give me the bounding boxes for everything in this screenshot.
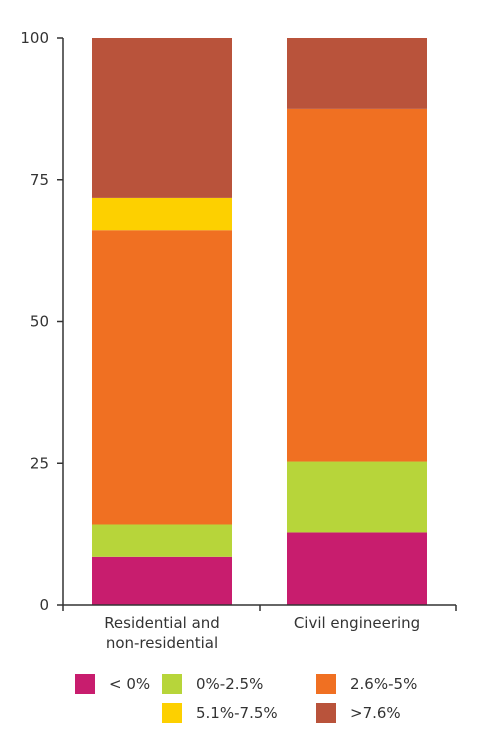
bar-segment-0-3 xyxy=(92,197,232,231)
category-label-1-line-0: Civil engineering xyxy=(294,614,420,632)
y-tick-label-3: 75 xyxy=(30,171,49,189)
bar-segment-0-1 xyxy=(92,524,232,557)
y-tick-label-0: 0 xyxy=(39,596,49,614)
bar-segment-1-1 xyxy=(287,461,427,533)
bar-segment-1-4 xyxy=(287,38,427,109)
bar-segment-1-2 xyxy=(287,108,427,462)
y-tick-labels: 0 25 50 75 100 xyxy=(20,29,63,614)
y-tick-label-1: 25 xyxy=(30,454,49,472)
category-labels: Residential and non-residential Civil engi… xyxy=(104,614,420,652)
category-label-0-line-0: Residential and xyxy=(104,614,220,632)
y-tick-label-4: 100 xyxy=(20,29,49,47)
bar-segment-0-2 xyxy=(92,230,232,525)
category-label-0-line-1: non-residential xyxy=(106,634,218,652)
bars-layer xyxy=(92,38,427,605)
bar-segment-1-0 xyxy=(287,532,427,605)
bar-segment-0-0 xyxy=(92,556,232,605)
bar-segment-0-4 xyxy=(92,38,232,198)
y-tick-label-2: 50 xyxy=(30,313,49,331)
